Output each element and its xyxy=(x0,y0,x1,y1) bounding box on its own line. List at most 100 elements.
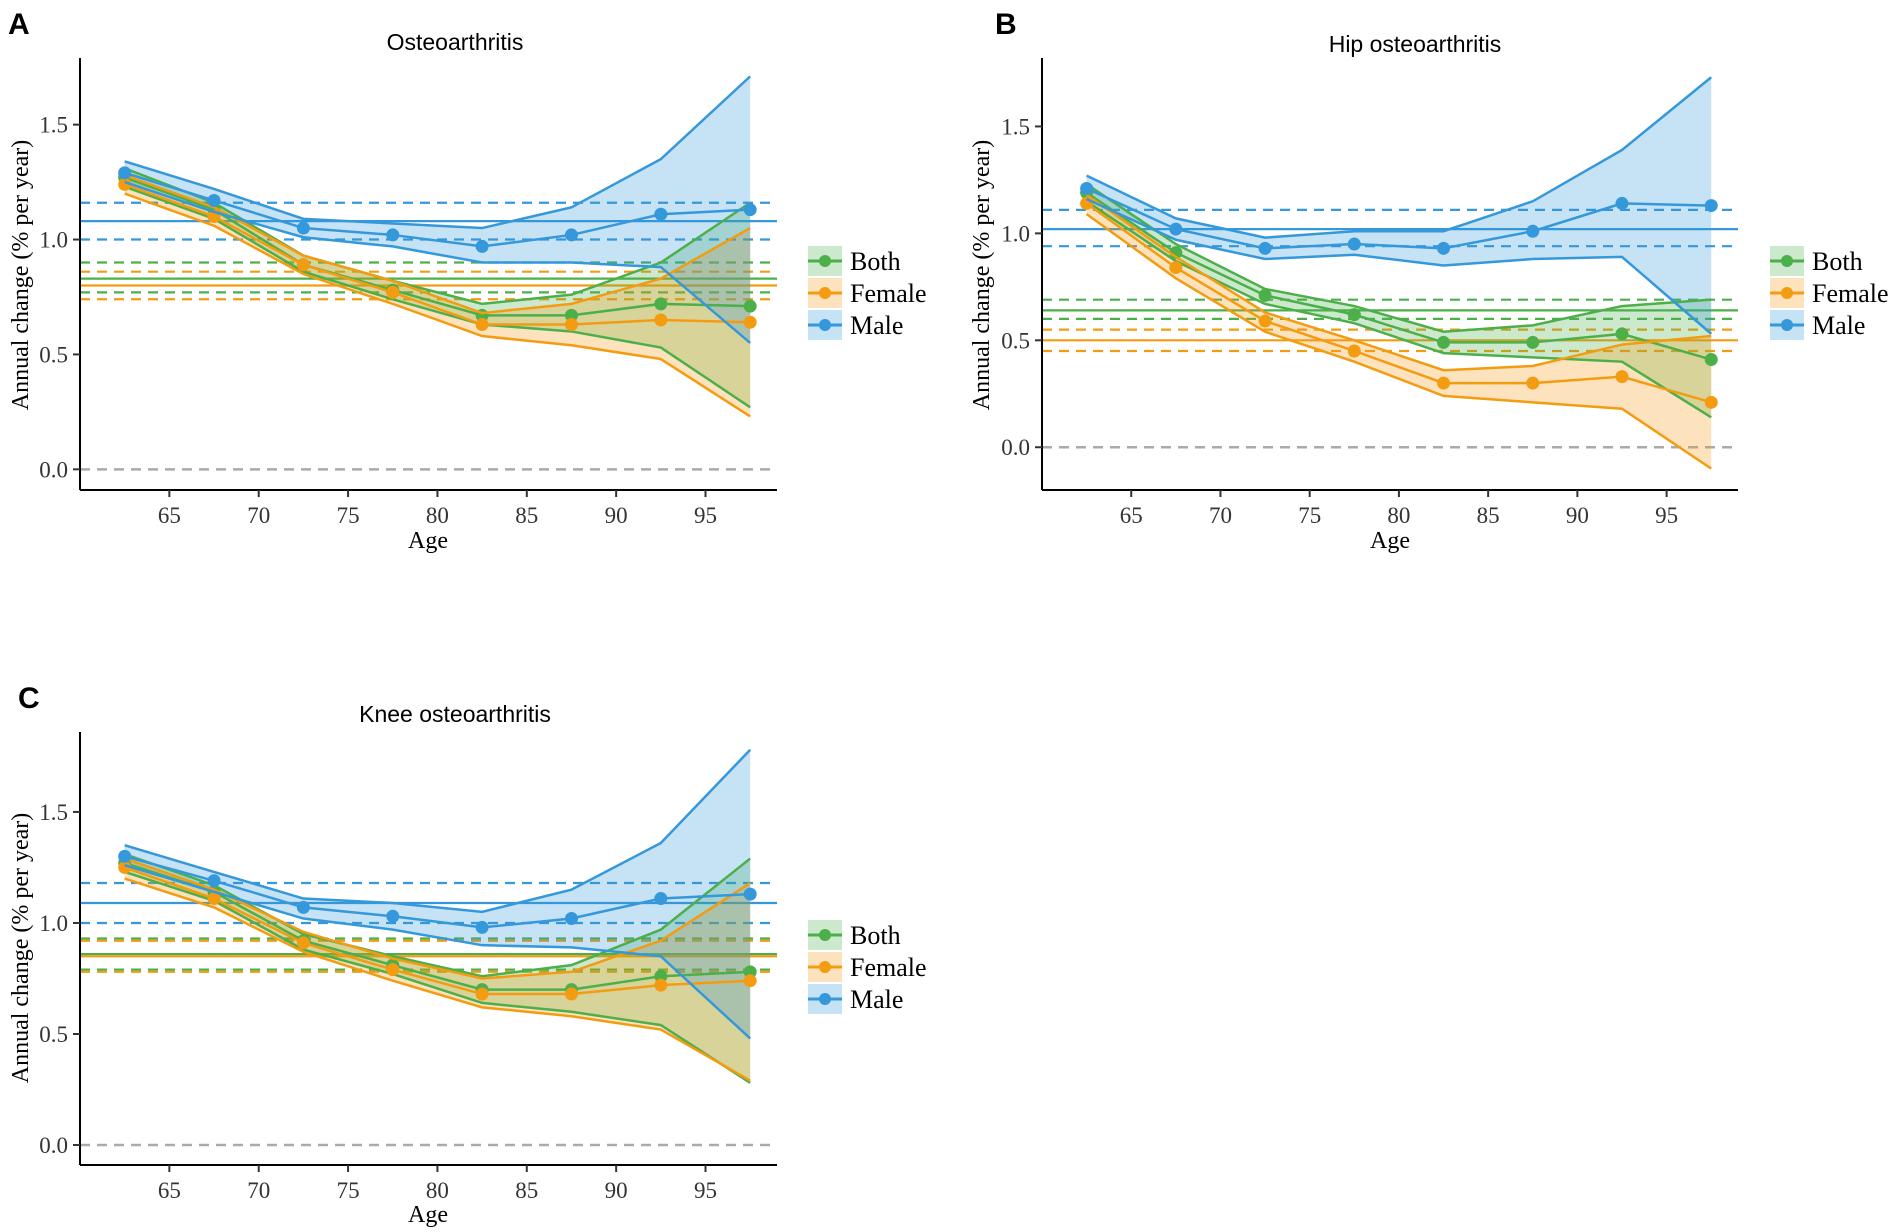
male-data-point xyxy=(475,239,489,253)
both-lower-bound-line xyxy=(124,185,751,409)
x-tick-label: 85 xyxy=(515,503,538,528)
axes: 65 70 75 80 85 90 95 0.0 0.5 1.0 1.5 xyxy=(39,58,777,528)
y-tick-label: 0.5 xyxy=(39,1022,68,1047)
x-tick-label: 80 xyxy=(1387,503,1410,528)
panel-b: B Hip osteoarthritis 65 70 75 80 85 90 95 0.0 0.… xyxy=(969,8,1889,554)
male-data-point xyxy=(743,203,757,217)
both-data-point xyxy=(1347,308,1361,322)
legend-item-male: Male xyxy=(808,310,903,340)
female-series-line xyxy=(124,866,751,996)
legend-marker-male xyxy=(1781,319,1793,331)
x-tick-label: 75 xyxy=(337,503,360,528)
male-data-point xyxy=(1347,237,1361,251)
male-data-point xyxy=(118,166,132,180)
male-upper-bound-line xyxy=(124,75,752,230)
plot-area xyxy=(80,75,777,471)
female-data-point xyxy=(118,860,132,874)
legend: Both Female Male xyxy=(1770,246,1889,340)
legend-marker-male xyxy=(819,993,831,1005)
male-data-point xyxy=(207,874,221,888)
female-data-point xyxy=(564,318,578,332)
x-tick-label: 75 xyxy=(337,1178,360,1203)
both-data-point xyxy=(743,965,757,979)
y-axis-label: Annual change (% per year) xyxy=(8,813,34,1084)
axes: 65 70 75 80 85 90 95 0.0 0.5 1.0 1.5 xyxy=(39,732,777,1203)
male-data-point xyxy=(118,849,132,863)
male-data-point xyxy=(207,193,221,207)
x-tick-label: 90 xyxy=(605,1178,628,1203)
legend: Both Female Male xyxy=(808,920,927,1014)
male-data-point xyxy=(1258,241,1272,255)
chart-title: Osteoarthritis xyxy=(387,29,524,55)
female-data-point xyxy=(475,987,489,1001)
panel-a: A Osteoarthritis 65 70 75 80 85 90 95 0.0 0.5 1.0… xyxy=(8,8,927,554)
axes: 65 70 75 80 85 90 95 0.0 0.5 1.0 1.5 xyxy=(1001,58,1738,528)
both-series-line xyxy=(124,861,751,991)
female-data-point xyxy=(1704,395,1718,409)
male-data-point xyxy=(296,221,310,235)
female-series-line xyxy=(124,183,751,326)
x-tick-label: 65 xyxy=(1120,503,1143,528)
male-data-point xyxy=(386,909,400,923)
female-data-point xyxy=(654,313,668,327)
both-data-point xyxy=(1704,353,1718,367)
legend-item-female: Female xyxy=(808,278,927,308)
x-axis-label: Age xyxy=(1370,528,1410,554)
panel-letter: C xyxy=(18,682,40,715)
legend-marker-male xyxy=(819,319,831,331)
female-data-point xyxy=(475,318,489,332)
male-data-point xyxy=(654,892,668,906)
male-data-point xyxy=(1169,222,1183,236)
legend-item-female: Female xyxy=(1770,278,1889,308)
x-tick-label: 70 xyxy=(247,503,270,528)
male-data-point xyxy=(386,228,400,242)
legend-label-female: Female xyxy=(850,279,927,308)
male-data-point xyxy=(1437,241,1451,255)
legend-item-both: Both xyxy=(808,920,901,950)
both-lower-bound-line xyxy=(1085,200,1712,419)
male-data-point xyxy=(564,228,578,242)
male-upper-bound-line xyxy=(124,748,752,914)
male-data-point xyxy=(564,912,578,926)
female-data-point xyxy=(564,987,578,1001)
legend-label-male: Male xyxy=(1812,311,1865,340)
y-tick-label: 0.5 xyxy=(1001,328,1030,353)
female-lower-bound-line xyxy=(1085,213,1712,470)
both-upper-bound-line xyxy=(124,852,751,978)
male-data-point xyxy=(1526,224,1540,238)
male-upper-bound-line xyxy=(1086,76,1713,239)
male-ci-band xyxy=(124,76,751,343)
legend-label-female: Female xyxy=(1812,279,1889,308)
legend-marker-both xyxy=(819,255,831,267)
x-tick-label: 90 xyxy=(605,503,628,528)
both-data-point xyxy=(1615,327,1629,341)
x-tick-label: 65 xyxy=(158,503,181,528)
both-data-point xyxy=(743,299,757,313)
both-upper-bound-line xyxy=(1085,183,1712,334)
female-data-point xyxy=(207,892,221,906)
male-series-line xyxy=(124,171,751,248)
male-data-point xyxy=(654,207,668,221)
female-data-point xyxy=(743,974,757,988)
legend-item-female: Female xyxy=(808,952,927,982)
y-tick-label: 0.0 xyxy=(39,457,68,482)
x-tick-label: 65 xyxy=(158,1178,181,1203)
legend-marker-both xyxy=(819,929,831,941)
male-data-point xyxy=(1080,181,1094,195)
panel-c: C Knee osteoarthritis 65 70 75 80 85 90 95 0.0 0… xyxy=(8,682,927,1228)
male-data-point xyxy=(475,920,489,934)
y-tick-label: 0.0 xyxy=(1001,435,1030,460)
y-tick-label: 0.0 xyxy=(39,1133,68,1158)
female-data-point xyxy=(118,177,132,191)
x-tick-label: 80 xyxy=(426,503,449,528)
both-data-point xyxy=(1258,288,1272,302)
y-axis-label: Annual change (% per year) xyxy=(969,140,995,411)
female-data-point xyxy=(1615,370,1629,384)
chart-title: Hip osteoarthritis xyxy=(1329,31,1502,57)
male-ci-band xyxy=(1086,77,1712,334)
chart-title: Knee osteoarthritis xyxy=(359,701,551,727)
male-ci-band xyxy=(124,749,751,1039)
female-lower-bound-line xyxy=(124,877,751,1082)
female-data-point xyxy=(386,963,400,977)
both-series-line xyxy=(124,176,751,317)
